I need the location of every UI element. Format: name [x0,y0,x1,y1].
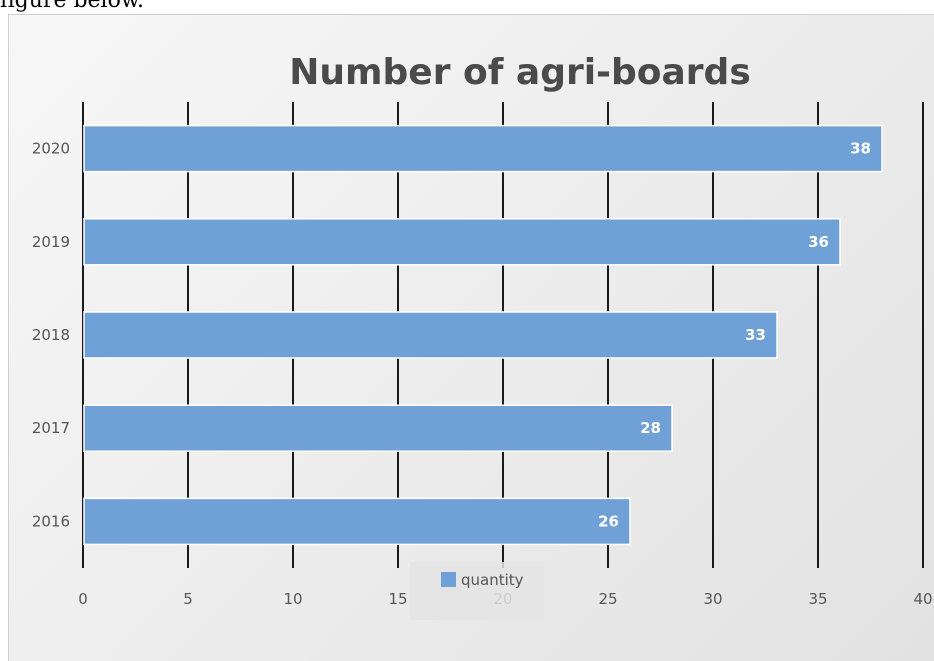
bar-2018 [83,311,778,359]
bar-2020 [83,124,883,173]
category-label-2016: 2016 [32,512,70,530]
chart-title: Number of agri-boards [289,52,751,93]
category-labels: 2016 2017 2018 2019 2020 [32,140,70,531]
data-label-2016: 26 [598,512,619,530]
bar-2019 [83,218,841,266]
data-label-2020: 38 [850,140,871,158]
page-top-text: figure below. [0,0,145,13]
category-label-2018: 2018 [32,326,70,344]
x-tick-label-5: 5 [183,590,193,608]
bars [83,124,883,546]
category-label-2020: 2020 [32,140,70,158]
x-tick-label-40: 40 [913,590,932,608]
x-tick-label-35: 35 [808,590,827,608]
data-label-2017: 28 [640,419,661,437]
data-labels: 26 28 33 36 38 [598,140,871,531]
legend-swatch [441,572,456,587]
category-label-2019: 2019 [32,233,70,251]
legend: quantity [410,562,544,620]
category-label-2017: 2017 [32,419,70,437]
bar-2016 [83,497,631,546]
data-label-2019: 36 [808,233,829,251]
bar-2017 [83,404,673,452]
legend-background [410,562,544,620]
x-tick-label-30: 30 [703,590,722,608]
x-tick-label-10: 10 [283,590,302,608]
x-tick-label-25: 25 [598,590,617,608]
x-tick-label-0: 0 [78,590,88,608]
legend-label: quantity [461,571,524,589]
data-label-2018: 33 [745,326,766,344]
x-tick-label-15: 15 [388,590,407,608]
